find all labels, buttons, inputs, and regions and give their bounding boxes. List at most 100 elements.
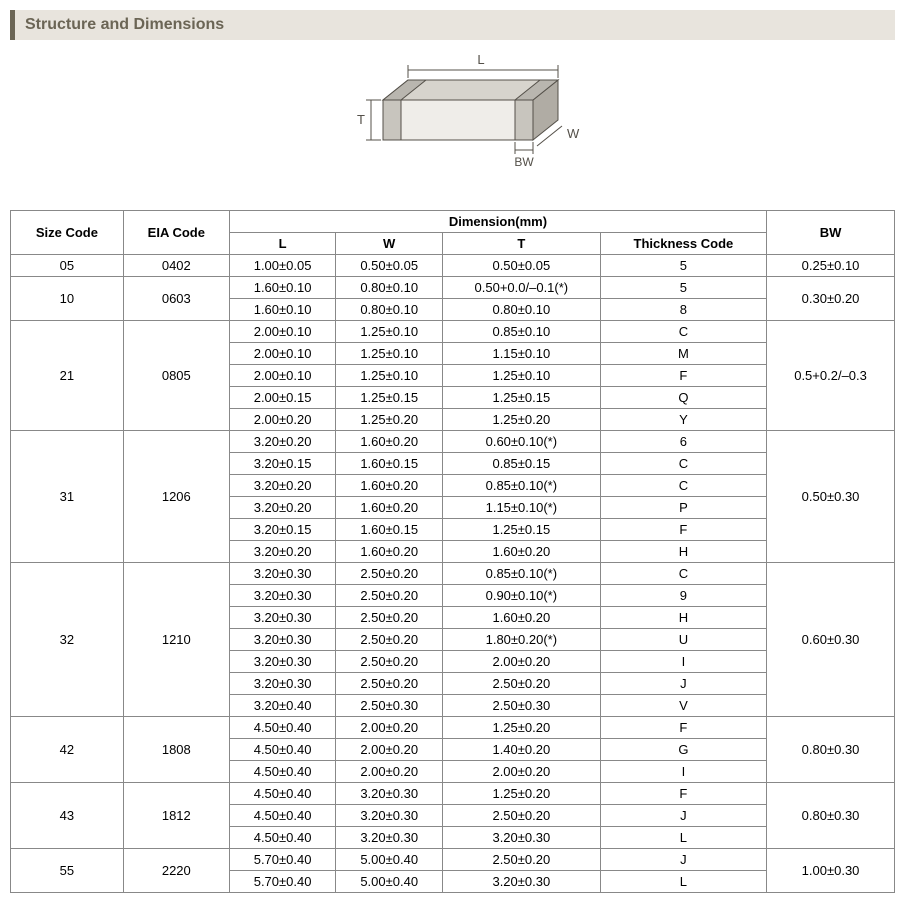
cell-W: 0.80±0.10 bbox=[336, 277, 443, 299]
cell-W: 1.60±0.20 bbox=[336, 475, 443, 497]
cell-W: 2.50±0.20 bbox=[336, 563, 443, 585]
cell-bw: 0.50±0.30 bbox=[767, 431, 895, 563]
cell-L: 4.50±0.40 bbox=[229, 739, 336, 761]
label-W: W bbox=[567, 126, 580, 141]
th-l: L bbox=[229, 233, 336, 255]
cell-eia-code: 0603 bbox=[123, 277, 229, 321]
cell-tc: V bbox=[600, 695, 766, 717]
cell-L: 3.20±0.20 bbox=[229, 541, 336, 563]
cell-size-code: 32 bbox=[11, 563, 124, 717]
cell-T: 1.25±0.15 bbox=[442, 519, 600, 541]
cell-eia-code: 0805 bbox=[123, 321, 229, 431]
cell-T: 2.50±0.20 bbox=[442, 805, 600, 827]
cell-L: 4.50±0.40 bbox=[229, 761, 336, 783]
cell-tc: F bbox=[600, 717, 766, 739]
th-dimension: Dimension(mm) bbox=[229, 211, 766, 233]
cell-L: 3.20±0.40 bbox=[229, 695, 336, 717]
cell-T: 1.40±0.20 bbox=[442, 739, 600, 761]
cell-L: 3.20±0.30 bbox=[229, 585, 336, 607]
cell-W: 1.60±0.20 bbox=[336, 497, 443, 519]
cell-tc: F bbox=[600, 783, 766, 805]
cell-T: 2.00±0.20 bbox=[442, 761, 600, 783]
cell-tc: G bbox=[600, 739, 766, 761]
cell-eia-code: 1808 bbox=[123, 717, 229, 783]
cell-T: 2.00±0.20 bbox=[442, 651, 600, 673]
cell-L: 3.20±0.30 bbox=[229, 629, 336, 651]
cell-L: 3.20±0.30 bbox=[229, 563, 336, 585]
cell-tc: J bbox=[600, 673, 766, 695]
cell-eia-code: 1206 bbox=[123, 431, 229, 563]
cell-W: 2.50±0.20 bbox=[336, 607, 443, 629]
smd-diagram-svg: L T W BW bbox=[323, 50, 583, 190]
cell-W: 1.25±0.15 bbox=[336, 387, 443, 409]
cell-T: 1.25±0.20 bbox=[442, 783, 600, 805]
cell-T: 0.80±0.10 bbox=[442, 299, 600, 321]
cell-T: 0.85±0.10 bbox=[442, 321, 600, 343]
cell-T: 1.15±0.10(*) bbox=[442, 497, 600, 519]
cell-W: 2.50±0.30 bbox=[336, 695, 443, 717]
table-row: 1006031.60±0.100.80±0.100.50+0.0/–0.1(*)… bbox=[11, 277, 895, 299]
cell-size-code: 21 bbox=[11, 321, 124, 431]
cell-L: 3.20±0.30 bbox=[229, 651, 336, 673]
cell-T: 0.85±0.10(*) bbox=[442, 563, 600, 585]
cell-W: 0.50±0.05 bbox=[336, 255, 443, 277]
cell-W: 1.60±0.20 bbox=[336, 541, 443, 563]
cell-bw: 0.30±0.20 bbox=[767, 277, 895, 321]
th-thickness-code: Thickness Code bbox=[600, 233, 766, 255]
cell-eia-code: 1210 bbox=[123, 563, 229, 717]
th-w: W bbox=[336, 233, 443, 255]
table-row: 2108052.00±0.101.25±0.100.85±0.10C0.5+0.… bbox=[11, 321, 895, 343]
cell-tc: Q bbox=[600, 387, 766, 409]
table-row: 3112063.20±0.201.60±0.200.60±0.10(*)60.5… bbox=[11, 431, 895, 453]
cell-W: 1.25±0.10 bbox=[336, 365, 443, 387]
cell-tc: F bbox=[600, 519, 766, 541]
cell-tc: U bbox=[600, 629, 766, 651]
cell-size-code: 43 bbox=[11, 783, 124, 849]
cell-eia-code: 0402 bbox=[123, 255, 229, 277]
cell-tc: C bbox=[600, 453, 766, 475]
cell-L: 3.20±0.15 bbox=[229, 519, 336, 541]
header-row-1: Size Code EIA Code Dimension(mm) BW bbox=[11, 211, 895, 233]
cell-W: 1.25±0.20 bbox=[336, 409, 443, 431]
th-size-code: Size Code bbox=[11, 211, 124, 255]
cell-W: 2.00±0.20 bbox=[336, 761, 443, 783]
cell-W: 5.00±0.40 bbox=[336, 871, 443, 893]
cell-T: 1.60±0.20 bbox=[442, 541, 600, 563]
cell-tc: P bbox=[600, 497, 766, 519]
label-T: T bbox=[357, 112, 365, 127]
label-L: L bbox=[477, 52, 484, 67]
cell-tc: C bbox=[600, 475, 766, 497]
cell-bw: 0.5+0.2/–0.3 bbox=[767, 321, 895, 431]
table-row: 4318124.50±0.403.20±0.301.25±0.20F0.80±0… bbox=[11, 783, 895, 805]
cell-W: 5.00±0.40 bbox=[336, 849, 443, 871]
cell-tc: Y bbox=[600, 409, 766, 431]
section-title: Structure and Dimensions bbox=[25, 16, 224, 33]
cell-T: 0.85±0.10(*) bbox=[442, 475, 600, 497]
cell-W: 3.20±0.30 bbox=[336, 805, 443, 827]
table-row: 4218084.50±0.402.00±0.201.25±0.20F0.80±0… bbox=[11, 717, 895, 739]
cell-L: 4.50±0.40 bbox=[229, 827, 336, 849]
cell-tc: M bbox=[600, 343, 766, 365]
cell-tc: J bbox=[600, 805, 766, 827]
dimensions-table: Size Code EIA Code Dimension(mm) BW L W … bbox=[10, 210, 895, 893]
cell-size-code: 31 bbox=[11, 431, 124, 563]
cell-W: 2.50±0.20 bbox=[336, 651, 443, 673]
cell-size-code: 55 bbox=[11, 849, 124, 893]
cell-W: 1.25±0.10 bbox=[336, 343, 443, 365]
section-header: Structure and Dimensions bbox=[10, 10, 895, 40]
cell-L: 2.00±0.10 bbox=[229, 365, 336, 387]
cell-tc: I bbox=[600, 761, 766, 783]
table-row: 0504021.00±0.050.50±0.050.50±0.0550.25±0… bbox=[11, 255, 895, 277]
cell-L: 4.50±0.40 bbox=[229, 717, 336, 739]
cell-bw: 0.25±0.10 bbox=[767, 255, 895, 277]
cell-T: 1.25±0.20 bbox=[442, 409, 600, 431]
cell-W: 0.80±0.10 bbox=[336, 299, 443, 321]
cell-L: 5.70±0.40 bbox=[229, 871, 336, 893]
cell-bw: 0.60±0.30 bbox=[767, 563, 895, 717]
cell-L: 4.50±0.40 bbox=[229, 805, 336, 827]
cell-tc: 6 bbox=[600, 431, 766, 453]
cell-T: 3.20±0.30 bbox=[442, 827, 600, 849]
cell-tc: H bbox=[600, 607, 766, 629]
cell-T: 2.50±0.20 bbox=[442, 849, 600, 871]
cell-tc: 5 bbox=[600, 277, 766, 299]
